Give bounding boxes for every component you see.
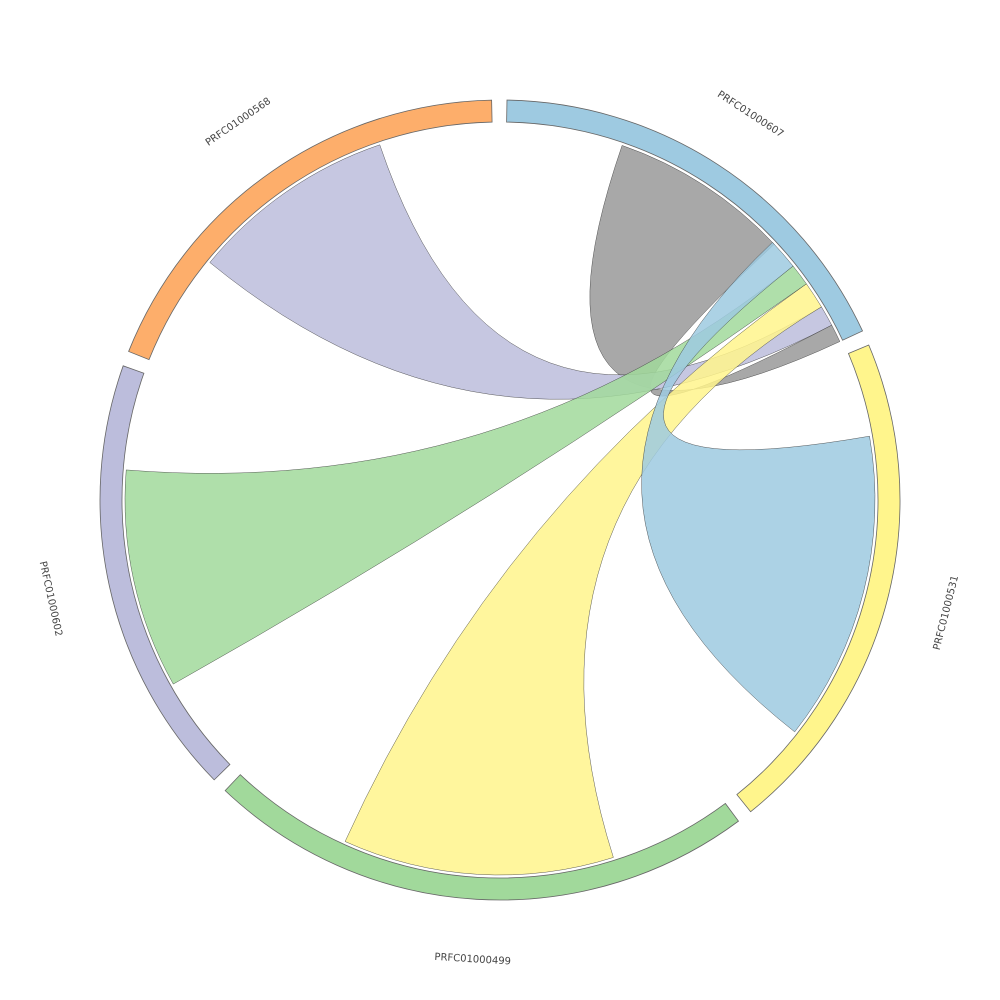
chord-link	[589, 145, 841, 397]
node-label: PRFC01000602	[37, 560, 64, 637]
node-label: PRFC01000568	[204, 96, 273, 149]
chord-link	[344, 283, 822, 876]
node-arc	[736, 344, 901, 813]
node-label: PRFC01000499	[434, 952, 511, 968]
node-label: PRFC01000607	[715, 89, 785, 140]
node-arc	[128, 99, 493, 361]
node-label: PRFC01000531	[932, 574, 961, 651]
node-arc	[99, 365, 231, 781]
node-arc	[224, 774, 740, 901]
node-arc	[506, 99, 864, 341]
links	[124, 144, 876, 876]
